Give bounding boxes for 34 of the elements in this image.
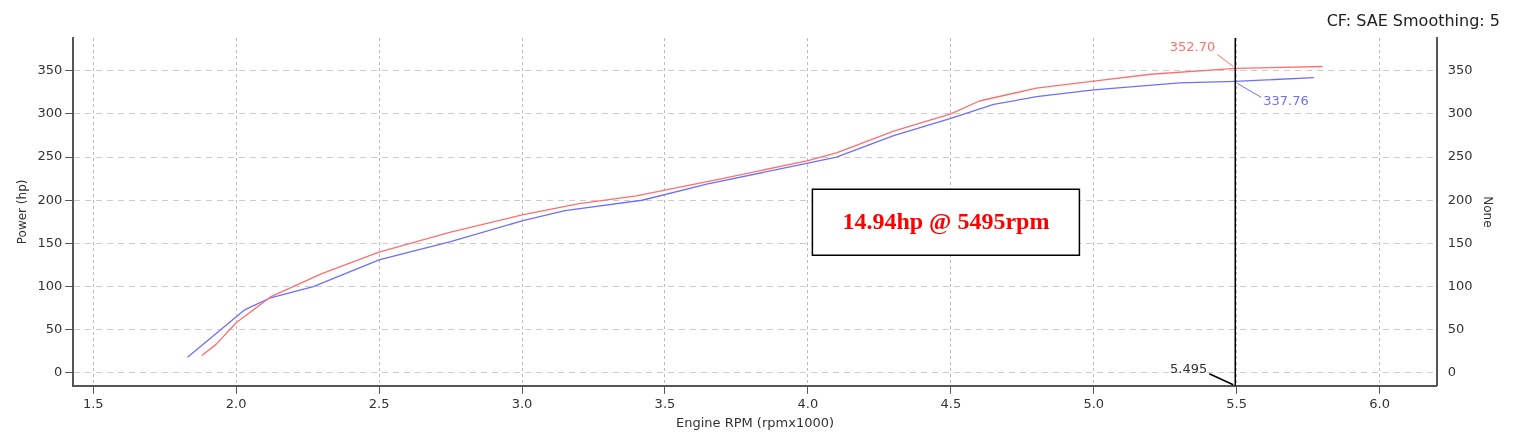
y-tick-label: 350 [37, 62, 63, 78]
x-tick-label: 6.0 [1369, 395, 1390, 411]
y2-tick-label: 0 [1447, 364, 1457, 380]
y2-tick-label: 250 [1447, 148, 1473, 164]
y2-tick-label: 200 [1447, 191, 1473, 207]
x-tick-label: 4.5 [940, 395, 962, 411]
y-tick-label: 50 [45, 321, 63, 337]
ref-line-label: 5.495 [1170, 360, 1208, 376]
x-tick-label: 5.0 [1083, 395, 1105, 411]
annotation: 352.70 [1169, 39, 1216, 55]
text: CF: SAE Smoothing: 5 [1326, 11, 1500, 31]
x-tick-label: 3.5 [654, 395, 676, 411]
y2-tick-label: 300 [1447, 105, 1473, 121]
y2-axis-title: None [1480, 196, 1495, 228]
x-tick-label: 2.5 [368, 395, 390, 411]
y-tick-label: 100 [37, 277, 63, 293]
y2-tick-label: 50 [1447, 321, 1465, 337]
y-axis-title: Power (hp) [15, 179, 30, 245]
x-tick-label: 1.5 [82, 395, 104, 411]
x-tick-label: 5.5 [1226, 395, 1248, 411]
y-tick-label: 0 [53, 364, 63, 380]
y-tick-label: 250 [37, 148, 63, 164]
y-tick-label: 200 [37, 191, 63, 207]
y2-tick-label: 350 [1447, 62, 1473, 78]
x-tick-label: 2.0 [225, 395, 247, 411]
annotation: 14.94hp @ 5495rpm [842, 207, 1050, 235]
y2-tick-label: 100 [1447, 277, 1473, 293]
x-axis-title: Engine RPM (rpmx1000) [675, 414, 835, 430]
y-tick-label: 300 [37, 105, 63, 121]
x-tick-label: 4.0 [797, 395, 819, 411]
y-tick-label: 150 [37, 234, 63, 250]
y2-tick-label: 150 [1447, 234, 1473, 250]
annotation: 337.76 [1263, 93, 1309, 109]
x-tick-label: 3.0 [511, 395, 533, 411]
